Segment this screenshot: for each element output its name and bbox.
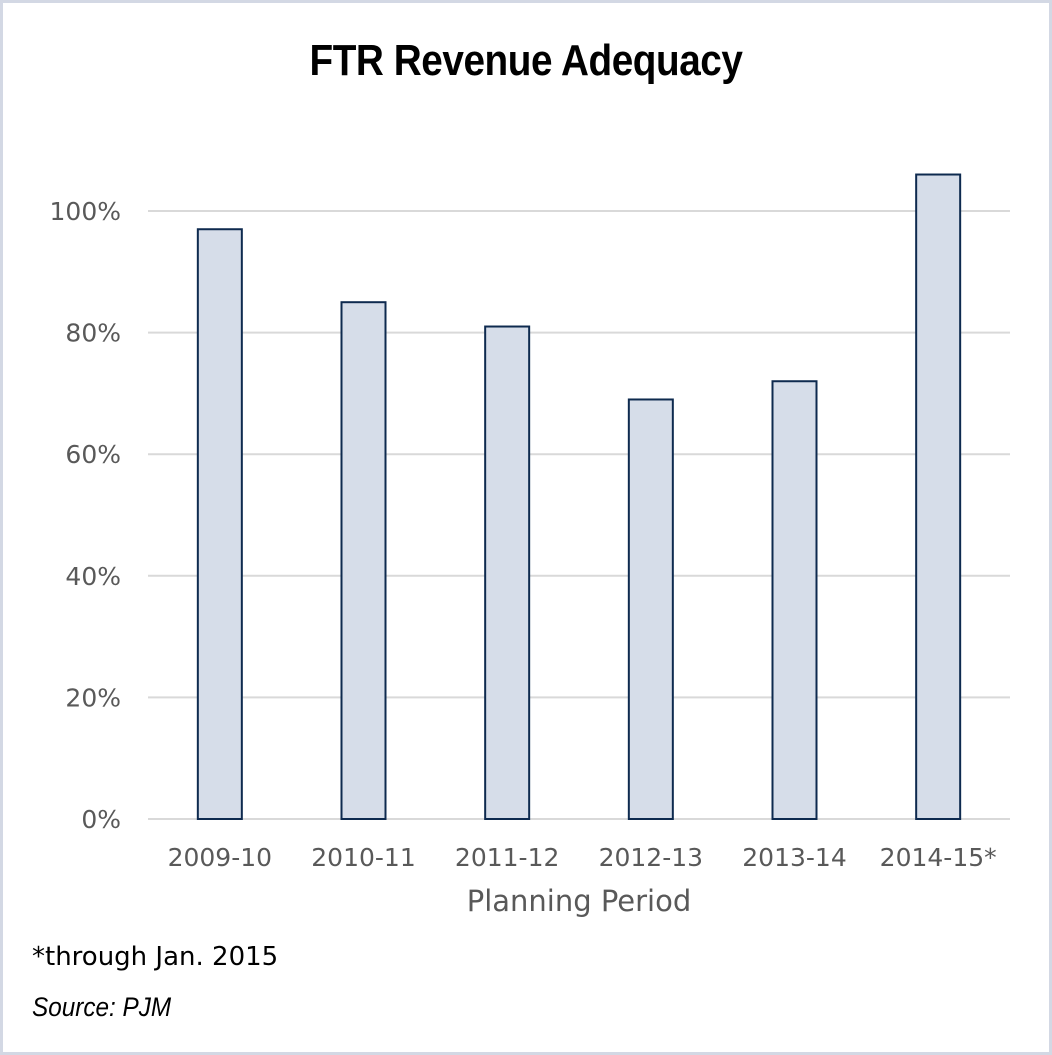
x-axis-title: Planning Period: [467, 884, 692, 918]
y-tick-label: 60%: [65, 440, 121, 469]
bar: [196, 228, 243, 821]
y-tick-label: 0%: [81, 805, 121, 834]
y-tick-label: 80%: [65, 319, 121, 348]
x-tick-label: 2009-10: [168, 843, 272, 872]
x-tick-label: 2012-13: [599, 843, 703, 872]
y-tick-label: 40%: [65, 562, 121, 591]
y-tick-label: 20%: [65, 683, 121, 712]
y-tick-label: 100%: [50, 197, 121, 226]
x-tick-label: 2014-15*: [880, 843, 997, 872]
x-tick-label: 2013-14: [742, 843, 846, 872]
chart-title: FTR Revenue Adequacy: [309, 36, 743, 85]
bar: [915, 173, 962, 820]
bar: [484, 325, 531, 820]
x-tick-label: 2010-11: [311, 843, 415, 872]
bar: [627, 398, 674, 820]
x-tick-label: 2011-12: [455, 843, 559, 872]
bar: [340, 301, 387, 820]
source-note: Source: PJM: [32, 992, 172, 1022]
footnote: *through Jan. 2015: [32, 942, 279, 972]
bar: [771, 380, 818, 820]
